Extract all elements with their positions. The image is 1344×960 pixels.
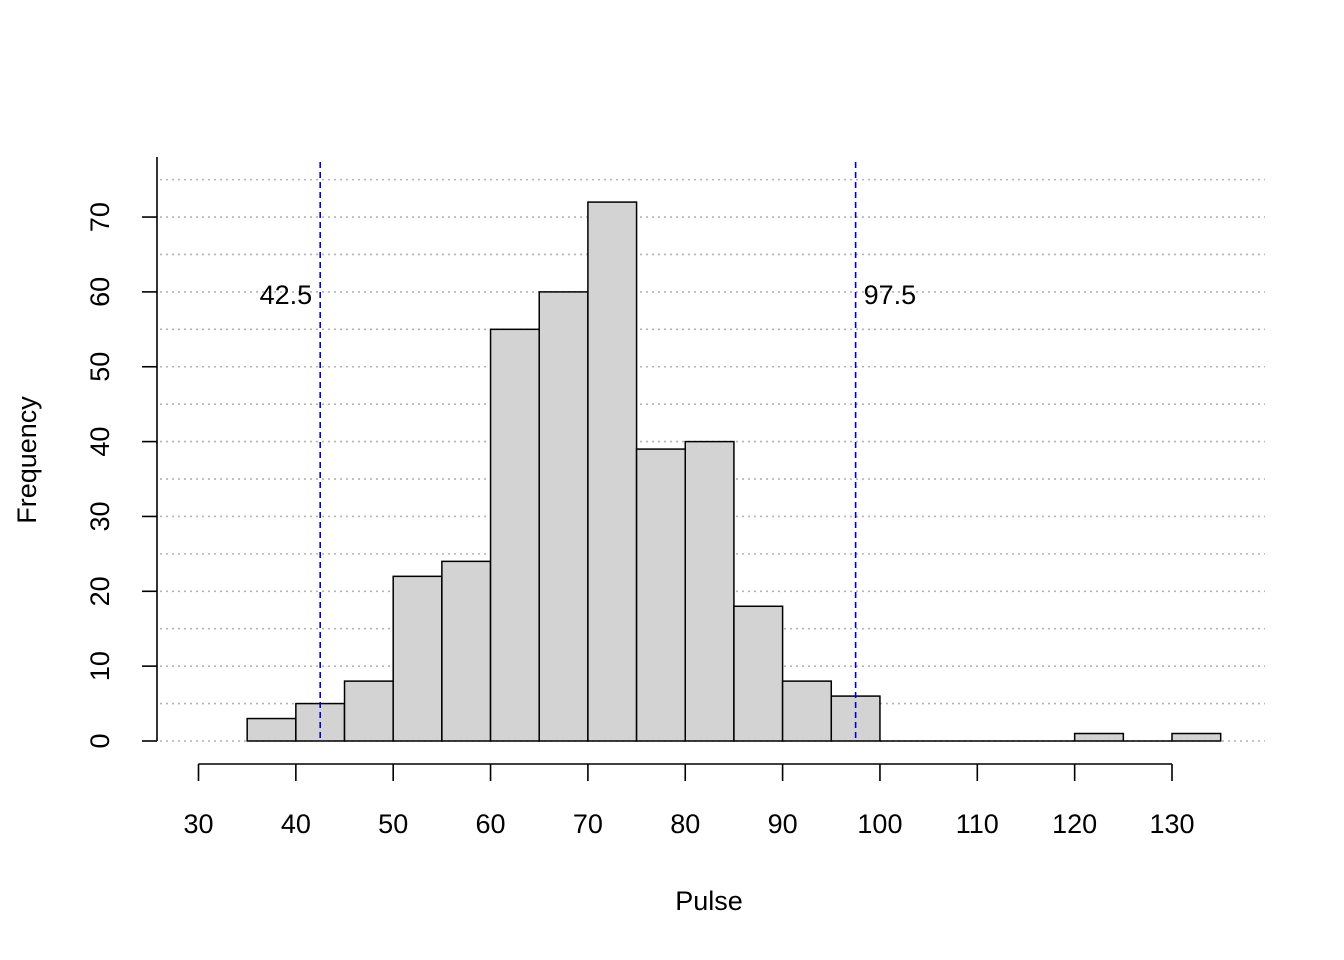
x-axis-title: Pulse xyxy=(675,886,743,916)
histogram-bar xyxy=(587,201,638,742)
y-tick-label: 30 xyxy=(85,501,115,531)
histogram-bar xyxy=(1171,732,1222,742)
histogram-bars xyxy=(246,201,1222,742)
histogram-bar xyxy=(781,680,833,742)
histogram-bar xyxy=(441,560,492,742)
y-tick-label: 20 xyxy=(85,576,115,606)
histogram-bar xyxy=(733,605,784,742)
reference-lines: 42.5 97.5 xyxy=(260,162,917,741)
histogram-bar xyxy=(343,680,394,742)
x-tick-label: 60 xyxy=(476,809,506,839)
y-tick-label: 10 xyxy=(85,651,115,681)
x-tick-label: 70 xyxy=(573,809,603,839)
x-tick-label: 40 xyxy=(281,809,311,839)
histogram-bar xyxy=(489,328,540,742)
x-tick-label: 30 xyxy=(183,809,213,839)
x-tick-label: 50 xyxy=(378,809,408,839)
histogram-bar xyxy=(1073,732,1125,742)
y-tick-label: 0 xyxy=(85,733,115,748)
reference-line-label: 42.5 xyxy=(260,280,313,310)
y-tick-label: 70 xyxy=(85,202,115,232)
x-tick-label: 110 xyxy=(956,809,999,839)
histogram-bar xyxy=(392,575,443,742)
y-tick-label: 40 xyxy=(85,427,115,457)
histogram-bar xyxy=(635,448,687,742)
x-tick-label: 100 xyxy=(857,809,902,839)
histogram-bar xyxy=(684,440,735,742)
x-tick-label: 90 xyxy=(768,809,798,839)
y-axis-title: Frequency xyxy=(12,396,42,524)
histogram-bar xyxy=(538,291,589,742)
x-tick-label: 120 xyxy=(1052,809,1097,839)
axes: 0 10 20 30 40 50 60 70 30 40 50 60 70 80 90 100 110 120 13… xyxy=(85,157,1195,839)
histogram-bar xyxy=(246,717,297,742)
y-tick-label: 50 xyxy=(85,352,115,382)
y-tick-label: 60 xyxy=(85,277,115,307)
x-tick-label: 80 xyxy=(670,809,700,839)
reference-line-label: 97.5 xyxy=(864,280,917,310)
x-tick-label: 130 xyxy=(1149,809,1194,839)
